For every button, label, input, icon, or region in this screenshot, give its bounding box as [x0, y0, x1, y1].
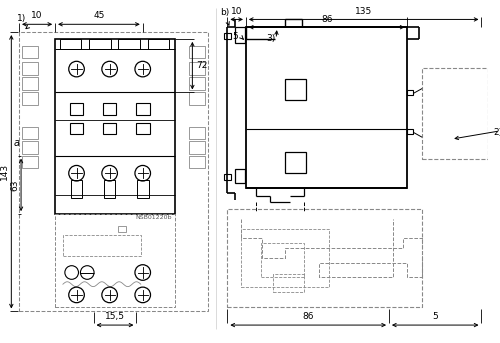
Bar: [70, 180, 83, 198]
Bar: [241, 229, 328, 287]
Text: 45: 45: [93, 11, 104, 20]
Text: 2): 2): [493, 128, 500, 137]
Bar: [55, 214, 175, 307]
Bar: [136, 103, 149, 115]
Bar: [488, 115, 496, 139]
Text: 135: 135: [355, 7, 372, 15]
Bar: [60, 39, 82, 49]
Text: 86: 86: [302, 312, 314, 321]
Bar: [285, 79, 306, 100]
Bar: [228, 209, 422, 307]
Bar: [408, 129, 414, 134]
Text: 1): 1): [17, 14, 26, 23]
Bar: [103, 103, 117, 115]
Bar: [22, 92, 38, 105]
Bar: [22, 62, 38, 75]
Bar: [190, 141, 205, 154]
Bar: [260, 243, 304, 277]
Text: 86: 86: [321, 15, 332, 24]
Bar: [285, 152, 306, 173]
Bar: [190, 62, 205, 75]
Bar: [22, 156, 38, 168]
Text: 63: 63: [10, 179, 19, 191]
Text: 3): 3): [266, 34, 276, 44]
Bar: [224, 33, 232, 39]
Bar: [118, 226, 126, 232]
Bar: [190, 92, 205, 105]
Bar: [137, 180, 148, 198]
Bar: [273, 274, 304, 292]
Bar: [235, 169, 245, 183]
Bar: [70, 103, 84, 115]
Bar: [22, 77, 38, 90]
Text: 10: 10: [32, 11, 43, 20]
Bar: [103, 122, 117, 134]
Bar: [408, 91, 414, 95]
Bar: [63, 235, 141, 256]
Text: 72: 72: [196, 61, 207, 70]
Bar: [118, 39, 140, 49]
Bar: [190, 46, 205, 58]
Text: 5: 5: [232, 33, 238, 42]
Bar: [190, 77, 205, 90]
Bar: [224, 174, 232, 180]
Bar: [70, 122, 84, 134]
Bar: [422, 68, 488, 158]
Text: a: a: [13, 138, 19, 147]
Text: 15,5: 15,5: [105, 312, 125, 321]
Bar: [190, 156, 205, 168]
Bar: [104, 180, 116, 198]
Text: 143: 143: [0, 163, 10, 180]
Bar: [246, 27, 408, 188]
Bar: [235, 27, 245, 43]
Bar: [55, 39, 175, 214]
Text: 10: 10: [231, 7, 242, 15]
Text: 5: 5: [432, 312, 438, 321]
Text: NSB01220b: NSB01220b: [136, 215, 172, 220]
Bar: [22, 141, 38, 154]
Bar: [89, 39, 110, 49]
Bar: [22, 46, 38, 58]
Bar: [148, 39, 169, 49]
Bar: [136, 122, 149, 134]
Bar: [22, 127, 38, 139]
Bar: [190, 127, 205, 139]
Text: b): b): [220, 9, 230, 17]
Bar: [19, 32, 208, 311]
